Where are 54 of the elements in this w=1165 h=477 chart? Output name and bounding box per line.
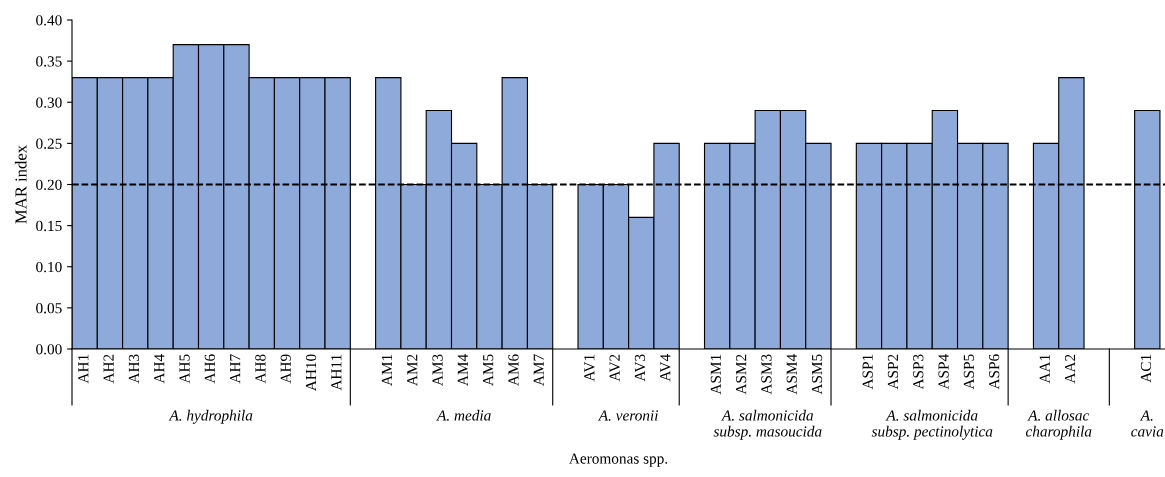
- y-tick-label: 0.10: [36, 261, 62, 273]
- x-tick-label: ASP2: [887, 354, 899, 390]
- text: A. media: [436, 409, 491, 421]
- x-tick-label: AH5: [179, 354, 190, 384]
- x-axis-title: Aeromonas spp.: [569, 453, 668, 467]
- x-tick-label: AV1: [584, 354, 595, 382]
- x-tick-label: ASP3: [913, 354, 924, 390]
- text: A. cavia: [1131, 410, 1164, 437]
- y-tick-label: 0.00: [36, 344, 62, 355]
- x-tick-label: AH8: [255, 354, 266, 384]
- text: A. allosac charophila: [1025, 409, 1092, 440]
- y-tick-label: 0.20: [36, 179, 62, 191]
- x-tick-label: AH7: [230, 354, 241, 384]
- x-tick-label: AH1: [78, 354, 89, 384]
- x-tick-label: AH3: [128, 354, 140, 384]
- x-tick-label: ASP4: [938, 354, 949, 390]
- x-tick-label: AV4: [660, 354, 671, 382]
- x-tick-label: AH9: [280, 354, 291, 384]
- x-tick-label: AM2: [407, 354, 418, 386]
- x-tick-label: AA2: [1064, 354, 1076, 384]
- x-tick-label: AM3: [432, 354, 443, 386]
- x-tick-label: AH2: [103, 354, 114, 384]
- x-tick-label: AM4: [457, 354, 468, 386]
- x-tick-label: AH11: [331, 354, 342, 391]
- text: A. veronii: [597, 410, 658, 421]
- x-tick-label: AV3: [634, 354, 646, 382]
- x-tick-label: AM6: [508, 354, 519, 386]
- x-tick-label: AA1: [1039, 354, 1050, 384]
- y-axis-title: MAR index: [14, 145, 27, 224]
- y-tick-label: 0.05: [36, 303, 62, 314]
- x-tick-label: ASM4: [786, 354, 797, 395]
- y-tick-label: 0.35: [36, 56, 62, 67]
- x-tick-label: AM7: [533, 354, 544, 386]
- text: A. salmonicida subsp. pectinolytica: [871, 409, 993, 440]
- x-tick-label: AM5: [483, 354, 494, 386]
- x-tick-label: ASP6: [989, 354, 1000, 390]
- x-tick-label: ASM1: [710, 354, 721, 395]
- x-tick-label: ASM2: [736, 354, 747, 395]
- x-tick-label: AV2: [609, 354, 620, 382]
- y-tick-label: 0.15: [36, 220, 62, 232]
- y-tick-label: 0.40: [36, 15, 62, 26]
- x-tick-label: ASM5: [811, 354, 823, 395]
- x-tick-label: ASP1: [862, 354, 873, 390]
- x-tick-label: AM1: [381, 354, 392, 386]
- text: A. hydrophila: [168, 409, 253, 424]
- x-tick-label: ASM3: [761, 354, 772, 395]
- x-tick-label: AH10: [305, 354, 317, 392]
- y-tick-label: 0.30: [36, 97, 62, 108]
- x-tick-label: AH4: [154, 354, 165, 384]
- y-tick-label: 0.25: [36, 138, 62, 149]
- text: A. salmonicida subsp. masoucida: [713, 409, 822, 440]
- x-tick-label: ASP5: [963, 354, 975, 390]
- x-tick-label: AH6: [204, 354, 215, 384]
- x-tick-label: AC1: [1140, 354, 1152, 383]
